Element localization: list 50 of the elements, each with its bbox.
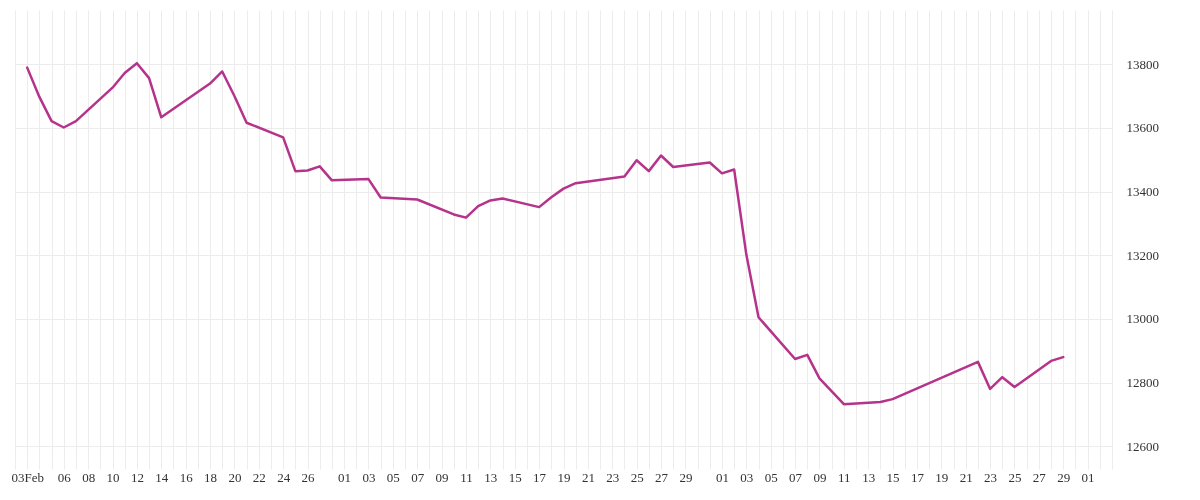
x-tick-label: 03: [740, 469, 754, 485]
x-tick-label: 26: [301, 469, 316, 485]
x-tick-label: 10: [106, 469, 120, 485]
x-tick-label: 27: [1032, 469, 1047, 485]
x-tick-label: 13: [484, 469, 498, 485]
x-tick-label: 07: [789, 469, 803, 485]
x-tick-label: 03: [362, 469, 376, 485]
y-tick-label: 13200: [1126, 247, 1159, 263]
x-tick-label: 01: [715, 469, 729, 485]
x-tick-label: 06: [57, 469, 72, 485]
x-tick-label: 23: [606, 469, 620, 485]
y-tick-label: 13000: [1126, 311, 1159, 327]
x-tick-label: 25: [630, 469, 644, 485]
x-tick-label: 11: [460, 469, 473, 485]
y-tick-label: 13800: [1126, 56, 1159, 72]
x-tick-label: 05: [764, 469, 778, 485]
x-tick-label: 17: [533, 469, 547, 485]
y-tick-label: 12600: [1126, 438, 1159, 454]
x-tick-label: 05: [386, 469, 400, 485]
y-tick-label: 13600: [1126, 120, 1159, 136]
x-tick-label: 07: [411, 469, 425, 485]
x-tick-label: 16: [179, 469, 194, 485]
x-tick-label: 01: [1081, 469, 1095, 485]
x-tick-label: 24: [277, 469, 291, 485]
x-tick-label: 29: [1057, 469, 1071, 485]
x-tick-label: 23: [984, 469, 998, 485]
x-tick-label: 09: [813, 469, 827, 485]
x-tick-label: 25: [1008, 469, 1022, 485]
x-tick-label: 01: [338, 469, 352, 485]
x-tick-label: 21: [581, 469, 595, 485]
x-tick-label: 14: [155, 469, 169, 485]
x-tick-label: 12: [130, 469, 144, 485]
x-tick-label: 19: [557, 469, 571, 485]
x-tick-label: 22: [252, 469, 266, 485]
x-tick-label: 27: [655, 469, 669, 485]
y-tick-label: 12800: [1126, 375, 1159, 391]
x-tick-label: 13: [862, 469, 876, 485]
x-tick-label: 15: [886, 469, 900, 485]
y-tick-label: 13400: [1126, 184, 1159, 200]
x-tick-label: 20: [228, 469, 242, 485]
x-tick-label: 29: [679, 469, 693, 485]
x-tick-label: 18: [204, 469, 218, 485]
x-tick-label: 08: [82, 469, 96, 485]
x-tick-label: 15: [508, 469, 522, 485]
x-tick-label: 17: [910, 469, 925, 485]
x-tick-label: 11: [838, 469, 851, 485]
x-tick-label: 21: [959, 469, 973, 485]
x-tick-label: 19: [935, 469, 949, 485]
x-tick-label: 09: [435, 469, 449, 485]
x-tick-label: 03Feb: [11, 469, 44, 485]
